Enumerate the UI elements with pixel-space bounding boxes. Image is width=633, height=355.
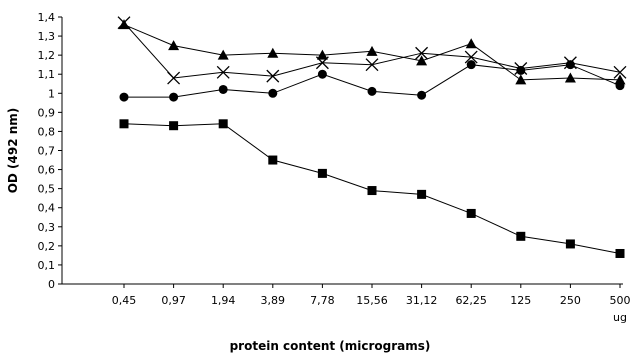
y-tick-label: 0,1 xyxy=(38,259,56,272)
series-x xyxy=(117,16,627,85)
circle-marker xyxy=(565,60,575,70)
triangle-marker xyxy=(168,40,180,51)
triangle-marker xyxy=(465,38,477,49)
triangle-marker xyxy=(118,19,130,30)
x-marker xyxy=(266,69,280,83)
circle-marker xyxy=(466,60,476,70)
circle-marker xyxy=(169,92,179,102)
circle-marker xyxy=(119,92,129,102)
y-tick-label: 1,1 xyxy=(38,68,56,81)
y-tick-label: 1,4 xyxy=(38,11,56,24)
y-tick-label: 0,2 xyxy=(38,240,56,253)
square-marker xyxy=(565,239,575,249)
x-tick-label: 3,89 xyxy=(261,294,286,307)
circle-marker xyxy=(516,65,526,75)
triangle-marker xyxy=(217,49,229,60)
x-marker xyxy=(613,65,627,79)
circle-marker xyxy=(218,84,228,94)
square-marker xyxy=(268,155,278,165)
square-marker xyxy=(119,119,129,129)
x-tick-label: 15,56 xyxy=(356,294,388,307)
x-tick-label: 500 xyxy=(610,294,631,307)
y-tick-label: 1,3 xyxy=(38,30,56,43)
y-tick-label: 0 xyxy=(48,278,55,291)
x-tick-label: 62,25 xyxy=(455,294,487,307)
triangle-marker xyxy=(316,49,328,60)
y-ticks: 0 0,1 0,2 0,3 0,4 0,5 0,6 0,7 0,8 0,9 1 1,1 1,2 1,3 1,… xyxy=(38,11,62,291)
circle-marker xyxy=(615,81,625,91)
circle-marker xyxy=(317,69,327,79)
series-group xyxy=(117,16,627,258)
x-tick-label: 125 xyxy=(510,294,531,307)
square-marker xyxy=(417,189,427,199)
triangle-marker xyxy=(614,74,626,85)
x-tick-label: 1,94 xyxy=(211,294,236,307)
y-axis-title: OD (492 nm) xyxy=(6,108,20,194)
x-marker xyxy=(216,65,230,79)
x-tick-label: 7,78 xyxy=(310,294,335,307)
square-marker xyxy=(615,248,625,258)
square-marker xyxy=(169,121,179,131)
x-axis-unit: ug xyxy=(613,311,627,324)
y-tick-label: 1,2 xyxy=(38,49,56,62)
x-tick-label: 0,97 xyxy=(161,294,186,307)
square-marker xyxy=(317,168,327,178)
triangle-marker xyxy=(366,45,378,56)
square-marker xyxy=(218,119,228,129)
square-marker xyxy=(367,186,377,196)
axes xyxy=(61,17,623,285)
x-marker xyxy=(167,71,181,85)
x-tick-label: 250 xyxy=(560,294,581,307)
y-tick-label: 1 xyxy=(48,87,55,100)
series-triangle xyxy=(118,19,626,85)
x-axis-title: protein content (micrograms) xyxy=(230,339,431,353)
y-tick-label: 0,8 xyxy=(38,125,56,138)
x-marker xyxy=(117,16,131,30)
x-marker xyxy=(464,50,478,64)
circle-marker xyxy=(268,88,278,98)
triangle-marker xyxy=(564,72,576,83)
square-marker xyxy=(466,208,476,218)
y-tick-label: 0,6 xyxy=(38,164,56,177)
y-tick-label: 0,7 xyxy=(38,145,56,158)
y-tick-label: 0,9 xyxy=(38,106,56,119)
x-marker xyxy=(315,56,329,70)
triangle-marker xyxy=(267,47,279,58)
x-ticks: 0,45 0,97 1,94 3,89 7,78 15,56 31,12 62,25 125 25… xyxy=(112,284,631,307)
y-tick-label: 0,4 xyxy=(38,202,56,215)
y-tick-label: 0,5 xyxy=(38,183,56,196)
triangle-marker xyxy=(515,74,527,85)
circle-marker xyxy=(367,86,377,96)
x-tick-label: 31,12 xyxy=(406,294,438,307)
triangle-marker xyxy=(416,55,428,66)
series-circle xyxy=(119,60,625,102)
series-square xyxy=(119,119,625,258)
square-marker xyxy=(516,231,526,241)
x-tick-label: 0,45 xyxy=(112,294,137,307)
x-marker xyxy=(365,58,379,72)
x-marker xyxy=(415,46,429,60)
circle-marker xyxy=(417,90,427,100)
y-tick-label: 0,3 xyxy=(38,221,56,234)
